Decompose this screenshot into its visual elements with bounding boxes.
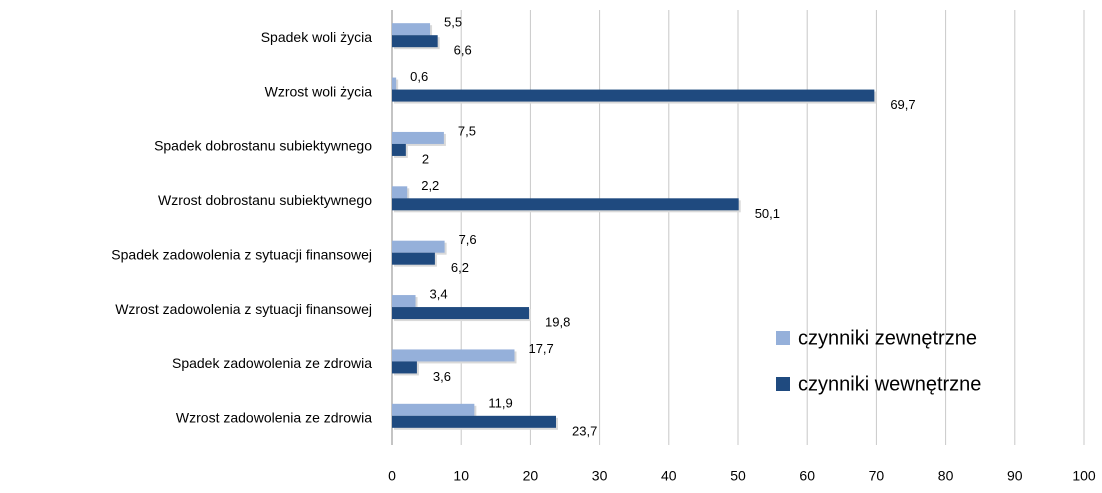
y-tick-label: Spadek woli życia [261,29,372,45]
bar [392,361,417,374]
value-label: 0,6 [410,69,428,84]
y-tick-label: Spadek zadowolenia ze zdrowia [172,355,372,371]
value-label: 7,6 [459,232,477,247]
legend-label: czynniki zewnętrzne [798,327,977,349]
value-label: 2 [422,151,429,166]
x-tick-label: 80 [938,468,954,484]
y-tick-label: Spadek zadowolenia z sytuacji finansowej [111,246,372,262]
value-label: 7,5 [458,123,476,138]
value-label: 3,6 [433,369,451,384]
y-tick-label: Wzrost zadowolenia ze zdrowia [176,410,372,426]
bar [392,23,431,36]
y-tick-label: Wzrost woli życia [265,83,373,99]
value-label: 19,8 [545,315,570,330]
bar [392,403,475,416]
bar [392,131,444,144]
legend-swatch [776,377,790,391]
value-label: 2,2 [421,178,439,193]
x-tick-label: 30 [592,468,608,484]
legend-swatch [776,331,790,345]
value-label: 3,4 [430,287,448,302]
value-label: 50,1 [755,206,780,221]
bar [392,186,408,199]
bar [392,307,530,320]
value-label: 6,6 [454,43,472,58]
value-label: 23,7 [572,423,597,438]
y-tick-label: Spadek dobrostanu subiektywnego [154,138,372,154]
bar [392,35,438,48]
value-label: 11,9 [488,395,512,410]
bar [392,89,875,102]
y-tick-label: Wzrost zadowolenia z sytuacji finansowej [115,301,372,317]
x-tick-label: 50 [730,468,746,484]
value-label: 69,7 [890,97,915,112]
bar [392,143,406,156]
bar [392,349,515,362]
x-tick-label: 90 [1007,468,1023,484]
bar [392,240,445,253]
bar [392,295,416,308]
bar [392,198,739,211]
x-tick-label: 10 [453,468,469,484]
bar [392,415,557,428]
value-label: 17,7 [528,341,553,356]
x-tick-label: 60 [799,468,815,484]
x-tick-label: 0 [388,468,396,484]
x-tick-label: 40 [661,468,677,484]
y-tick-label: Wzrost dobrostanu subiektywnego [158,192,372,208]
x-tick-label: 70 [869,468,885,484]
x-tick-label: 20 [523,468,539,484]
legend-label: czynniki wewnętrzne [798,373,981,395]
bar [392,77,397,90]
x-tick-label: 100 [1072,468,1096,484]
value-label: 6,2 [451,260,469,275]
bar [392,252,435,265]
value-label: 5,5 [444,15,462,30]
